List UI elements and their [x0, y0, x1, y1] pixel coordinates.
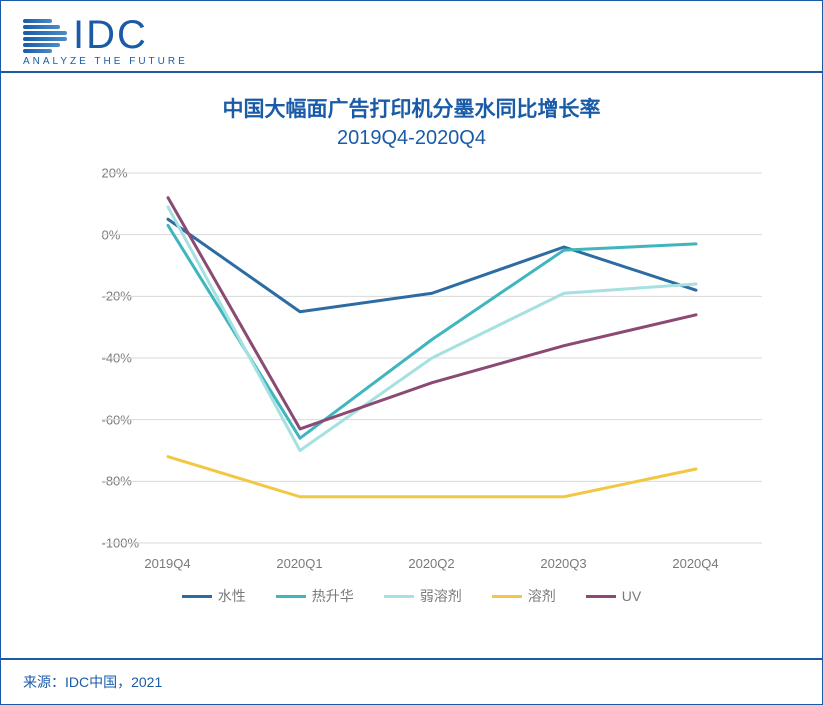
legend-item: 弱溶剂 — [384, 586, 462, 606]
logo-tagline: ANALYZE THE FUTURE — [23, 56, 800, 67]
series-line — [168, 225, 696, 438]
legend-label: 热升华 — [312, 586, 354, 606]
legend-label: 弱溶剂 — [420, 586, 462, 606]
x-axis-label: 2020Q1 — [276, 556, 322, 571]
legend-label: 溶剂 — [528, 586, 556, 606]
idc-globe-icon — [23, 16, 67, 56]
legend-item: 热升华 — [276, 586, 354, 606]
legend-item: UV — [586, 586, 641, 606]
source-text: 来源：IDC中国，2021 — [23, 674, 162, 690]
legend-swatch — [492, 595, 522, 598]
legend-swatch — [586, 595, 616, 598]
chart-container: 中国大幅面广告打印机分墨水同比增长率 2019Q4-2020Q4 20%0%-2… — [1, 73, 822, 616]
series-line — [168, 207, 696, 451]
series-line — [168, 457, 696, 497]
series-line — [168, 219, 696, 312]
chart-legend: 水性 热升华 弱溶剂 溶剂 UV — [31, 586, 792, 606]
header: IDC ANALYZE THE FUTURE — [1, 1, 822, 73]
legend-label: UV — [622, 588, 641, 604]
logo: IDC — [23, 13, 800, 58]
legend-label: 水性 — [218, 586, 246, 606]
legend-item: 水性 — [182, 586, 246, 606]
legend-swatch — [384, 595, 414, 598]
x-axis-label: 2020Q4 — [672, 556, 718, 571]
x-axis-label: 2020Q3 — [540, 556, 586, 571]
logo-text: IDC — [73, 13, 148, 58]
legend-swatch — [182, 595, 212, 598]
chart-svg — [42, 168, 782, 548]
chart-subtitle: 2019Q4-2020Q4 — [31, 127, 792, 150]
line-chart-plot: 20%0%-20%-40%-60%-80%-100%2019Q42020Q120… — [42, 168, 782, 548]
chart-title: 中国大幅面广告打印机分墨水同比增长率 — [31, 93, 792, 123]
series-line — [168, 198, 696, 429]
x-axis-label: 2019Q4 — [144, 556, 190, 571]
legend-item: 溶剂 — [492, 586, 556, 606]
legend-swatch — [276, 595, 306, 598]
footer: 来源：IDC中国，2021 — [1, 658, 822, 704]
x-axis-label: 2020Q2 — [408, 556, 454, 571]
